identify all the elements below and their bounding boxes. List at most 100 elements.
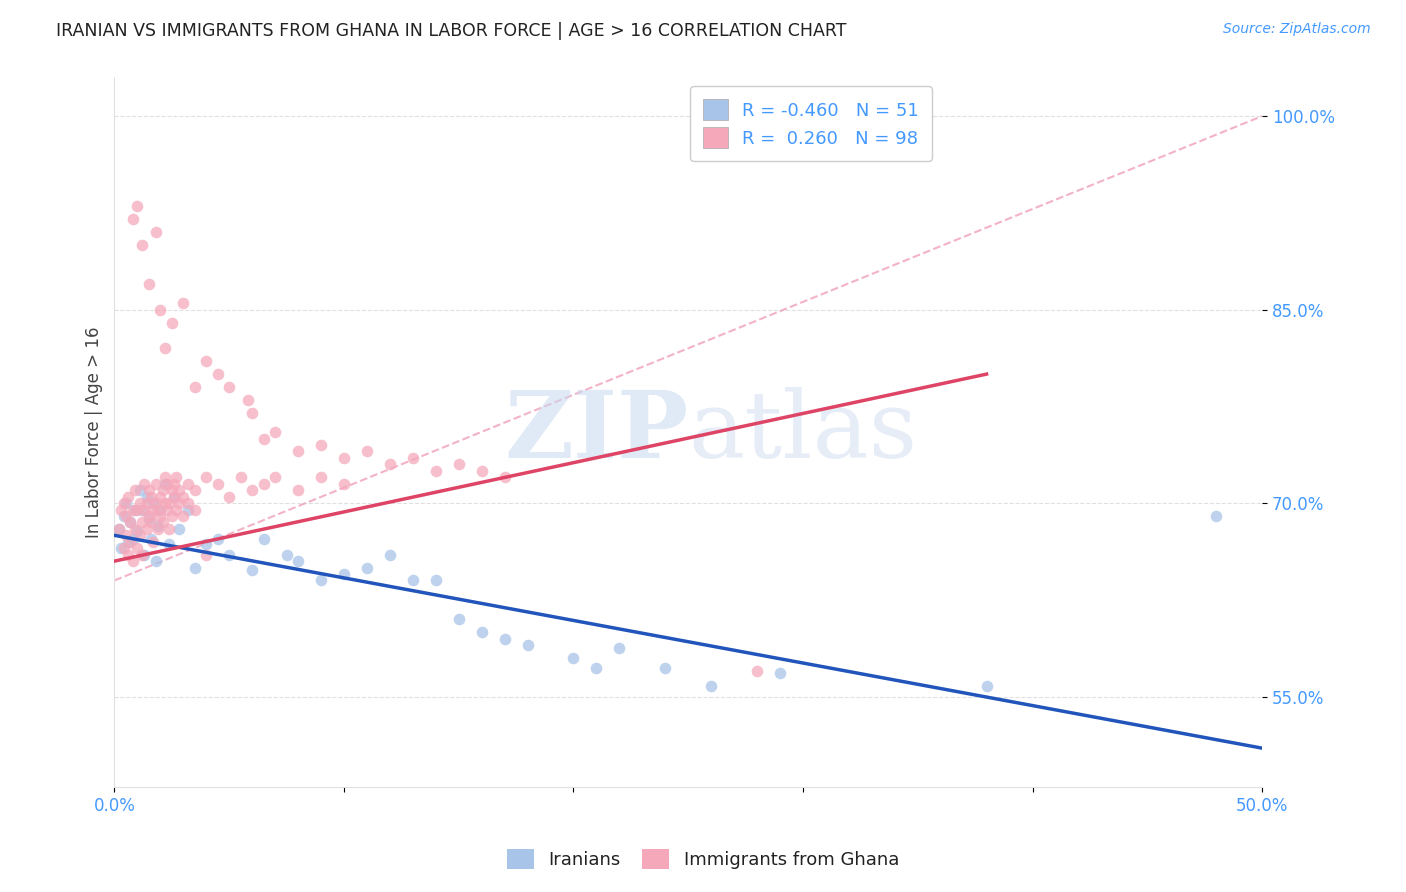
Text: Source: ZipAtlas.com: Source: ZipAtlas.com: [1223, 22, 1371, 37]
Text: IRANIAN VS IMMIGRANTS FROM GHANA IN LABOR FORCE | AGE > 16 CORRELATION CHART: IRANIAN VS IMMIGRANTS FROM GHANA IN LABO…: [56, 22, 846, 40]
Point: [356, 560, 378, 574]
Point: [134, 476, 156, 491]
Point: [146, 502, 169, 516]
Point: [138, 483, 160, 498]
Point: [120, 534, 142, 549]
Point: [112, 496, 135, 510]
Point: [562, 651, 585, 665]
Point: [447, 458, 470, 472]
Point: [745, 664, 768, 678]
Point: [145, 225, 167, 239]
Point: [120, 516, 142, 530]
Point: [654, 661, 676, 675]
Point: [153, 476, 176, 491]
Point: [494, 632, 516, 646]
Point: [152, 516, 174, 530]
Text: ZIP: ZIP: [503, 387, 688, 477]
Point: [131, 516, 153, 530]
Point: [184, 380, 207, 394]
Point: [195, 354, 218, 368]
Point: [108, 522, 131, 536]
Point: [115, 496, 138, 510]
Point: [112, 508, 135, 523]
Point: [127, 524, 149, 539]
Point: [172, 296, 194, 310]
Point: [471, 464, 494, 478]
Point: [131, 548, 153, 562]
Point: [447, 612, 470, 626]
Point: [172, 490, 194, 504]
Point: [124, 522, 146, 536]
Point: [156, 476, 179, 491]
Point: [115, 508, 138, 523]
Point: [218, 490, 240, 504]
Point: [121, 502, 143, 516]
Point: [195, 537, 218, 551]
Point: [128, 483, 150, 498]
Point: [117, 490, 139, 504]
Point: [309, 470, 332, 484]
Point: [142, 502, 165, 516]
Point: [471, 625, 494, 640]
Point: [287, 483, 309, 498]
Point: [135, 496, 157, 510]
Point: [110, 541, 132, 556]
Point: [177, 476, 200, 491]
Point: [156, 502, 179, 516]
Point: [425, 464, 447, 478]
Point: [127, 199, 149, 213]
Point: [139, 516, 162, 530]
Point: [135, 522, 157, 536]
Point: [165, 502, 187, 516]
Point: [333, 567, 356, 582]
Point: [252, 532, 274, 546]
Point: [138, 277, 160, 291]
Point: [159, 496, 181, 510]
Point: [218, 548, 240, 562]
Point: [585, 661, 607, 675]
Point: [139, 532, 162, 546]
Point: [287, 554, 309, 568]
Point: [167, 496, 190, 510]
Point: [167, 522, 190, 536]
Point: [142, 496, 165, 510]
Point: [152, 483, 174, 498]
Point: [163, 490, 186, 504]
Point: [402, 574, 425, 588]
Point: [425, 574, 447, 588]
Point: [160, 316, 183, 330]
Point: [120, 516, 142, 530]
Point: [153, 496, 176, 510]
Point: [153, 470, 176, 484]
Point: [138, 511, 160, 525]
Point: [218, 380, 240, 394]
Point: [124, 483, 146, 498]
Point: [163, 490, 186, 504]
Point: [131, 238, 153, 252]
Point: [167, 483, 190, 498]
Point: [184, 560, 207, 574]
Point: [177, 496, 200, 510]
Point: [609, 640, 631, 655]
Point: [184, 483, 207, 498]
Y-axis label: In Labor Force | Age > 16: In Labor Force | Age > 16: [86, 326, 103, 538]
Point: [264, 470, 287, 484]
Point: [309, 574, 332, 588]
Point: [240, 406, 263, 420]
Point: [195, 548, 218, 562]
Point: [494, 470, 516, 484]
Point: [135, 490, 157, 504]
Point: [149, 302, 172, 317]
Point: [240, 483, 263, 498]
Point: [145, 554, 167, 568]
Point: [138, 508, 160, 523]
Point: [333, 476, 356, 491]
Point: [177, 502, 200, 516]
Point: [769, 666, 792, 681]
Point: [252, 432, 274, 446]
Point: [1205, 508, 1227, 523]
Point: [134, 548, 156, 562]
Point: [128, 496, 150, 510]
Point: [333, 450, 356, 465]
Point: [149, 502, 172, 516]
